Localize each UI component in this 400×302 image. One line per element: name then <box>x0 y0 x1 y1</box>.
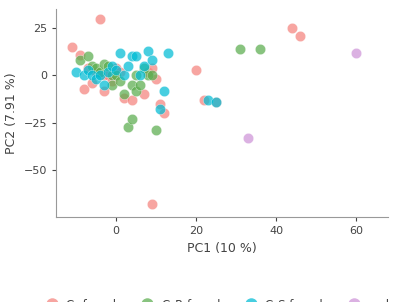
Point <box>145 69 151 74</box>
Point <box>237 47 243 51</box>
Point <box>153 128 159 133</box>
Point <box>161 88 167 93</box>
Point <box>109 73 115 78</box>
Point <box>145 48 151 53</box>
Point <box>113 67 119 72</box>
X-axis label: PC1 (10 %): PC1 (10 %) <box>187 242 257 255</box>
Point <box>205 98 211 102</box>
Point <box>193 67 199 72</box>
Point <box>289 26 295 31</box>
Point <box>137 73 143 78</box>
Point <box>129 54 135 59</box>
Point <box>105 69 111 74</box>
Point <box>201 98 207 102</box>
Point <box>141 63 147 68</box>
Point <box>245 136 251 140</box>
Point <box>93 69 99 74</box>
Point <box>145 73 151 78</box>
Point <box>113 65 119 70</box>
Point <box>101 88 107 93</box>
Point <box>161 111 167 116</box>
Point <box>117 69 123 74</box>
Point <box>109 82 115 87</box>
Point <box>77 58 83 63</box>
Point <box>85 65 91 70</box>
Point <box>81 86 87 91</box>
Point <box>105 63 111 68</box>
Point <box>157 107 163 112</box>
Point <box>157 101 163 106</box>
Point <box>93 65 99 70</box>
Point <box>149 58 155 63</box>
Point <box>101 73 107 78</box>
Point <box>97 69 103 74</box>
Point <box>85 67 91 72</box>
Point <box>97 73 103 78</box>
Point <box>85 54 91 59</box>
Point <box>117 50 123 55</box>
Point <box>89 63 95 68</box>
Point <box>149 202 155 207</box>
Point <box>165 50 171 55</box>
Point <box>101 82 107 87</box>
Point <box>133 54 139 59</box>
Point <box>129 98 135 102</box>
Point <box>109 79 115 83</box>
Point <box>121 96 127 101</box>
Point <box>89 73 95 78</box>
Point <box>81 73 87 78</box>
Point <box>117 79 123 83</box>
Point <box>73 69 79 74</box>
Point <box>77 52 83 57</box>
Point <box>121 92 127 97</box>
Point <box>125 124 131 129</box>
Point <box>89 81 95 85</box>
Point <box>97 16 103 21</box>
Point <box>141 65 147 70</box>
Point <box>149 73 155 78</box>
Legend: C₀ females, C₁R females, C₁S females, males: C₀ females, C₁R females, C₁S females, ma… <box>40 299 400 302</box>
Point <box>105 73 111 78</box>
Point <box>353 50 359 55</box>
Y-axis label: PC2 (7.91 %): PC2 (7.91 %) <box>5 72 18 154</box>
Point <box>109 63 115 68</box>
Point <box>133 73 139 78</box>
Point <box>137 82 143 87</box>
Point <box>213 99 219 104</box>
Point <box>69 44 75 49</box>
Point <box>125 63 131 68</box>
Point <box>133 88 139 93</box>
Point <box>101 62 107 66</box>
Point <box>149 65 155 70</box>
Point <box>257 47 263 51</box>
Point <box>153 77 159 82</box>
Point <box>113 73 119 78</box>
Point <box>213 99 219 104</box>
Point <box>297 33 303 38</box>
Point <box>121 73 127 78</box>
Point <box>129 117 135 121</box>
Point <box>93 77 99 82</box>
Point <box>141 92 147 97</box>
Point <box>129 82 135 87</box>
